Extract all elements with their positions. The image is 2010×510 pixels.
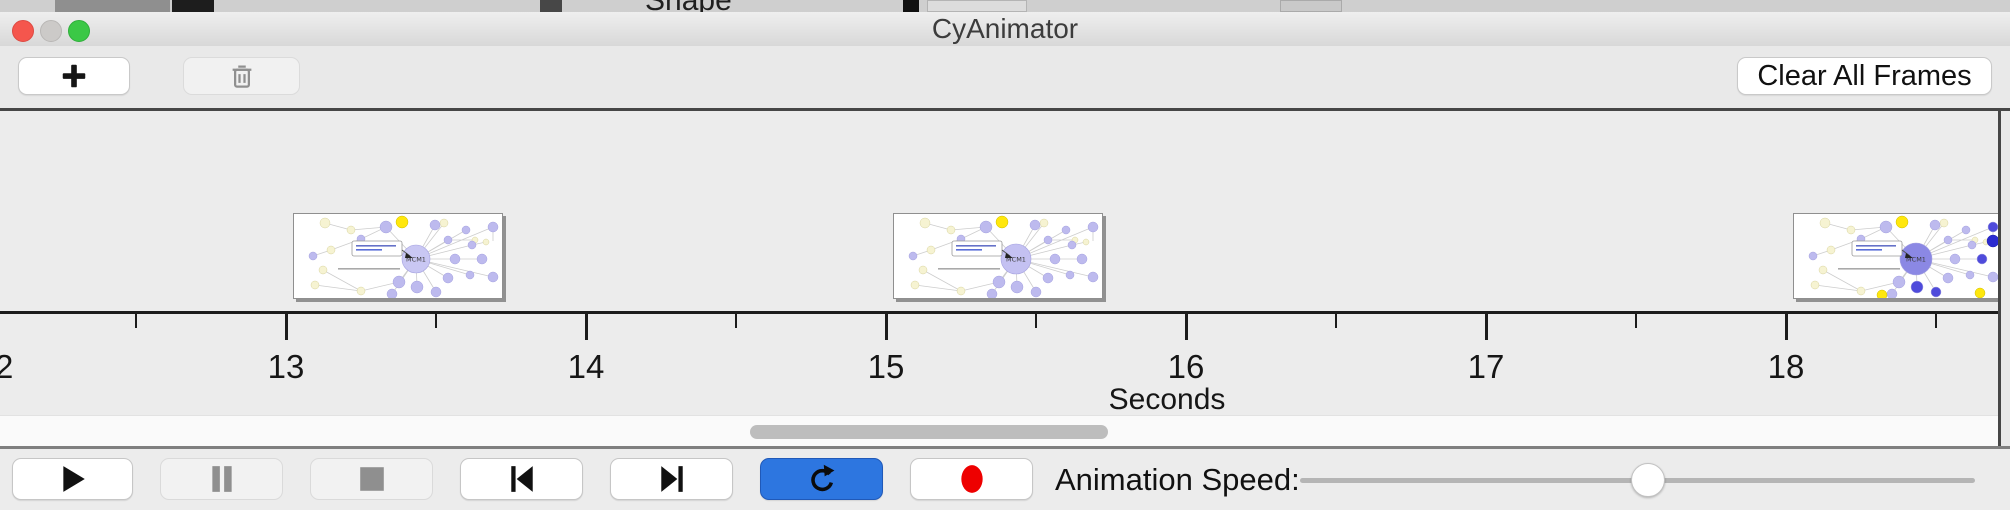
background-fragment [172,0,214,12]
annotation-text-line [1838,268,1900,270]
network-nodes [1808,215,1998,298]
ruler-tick-label: 13 [267,348,305,385]
skip-to-start-icon [510,466,533,492]
ruler-tick-label: 15 [867,348,905,385]
ruler-tick [1335,314,1337,328]
central-network-node [401,244,431,274]
stop-button[interactable] [310,458,433,500]
close-button[interactable] [12,20,34,42]
plus-icon [62,64,86,88]
annotation-text-line [338,268,400,270]
timeline-frame-thumbnail[interactable]: MCM1 [293,213,503,299]
ruler-tick [585,314,588,340]
ruler-tick-label: 12 [0,348,13,386]
ruler-tick [135,314,137,328]
animation-speed-label: Animation Speed: [1055,462,1300,497]
skip-to-end-icon [660,466,683,492]
background-app-sliver: Shape [0,0,2010,12]
zoom-button[interactable] [68,20,90,42]
speed-slider-thumb[interactable] [1630,463,1665,497]
loop-icon [810,464,834,492]
ruler-tick [885,314,888,340]
ruler-tick [1185,314,1188,340]
play-button[interactable] [12,458,133,500]
pause-icon [211,466,232,492]
separator-line [0,446,2010,449]
play-icon [62,466,85,492]
skip-to-end-button[interactable] [610,458,733,500]
background-clipped-text: Shape [645,0,732,12]
tooltip-callout [351,240,413,258]
trash-icon [232,65,251,88]
tooltip-callout [951,240,1013,258]
annotation-text-line [938,268,1000,270]
central-node-label: MCM1 [406,256,426,264]
ruler-tick-label: 17 [1467,348,1505,385]
central-node-label: MCM1 [1906,256,1926,264]
axis-label: Seconds [1108,383,1226,416]
ruler-tick [1785,314,1788,340]
ruler-tick [1935,314,1937,328]
ruler-tick [735,314,737,328]
background-fragment [1280,0,1342,12]
ruler-tick [435,314,437,328]
ruler-tick-label: 18 [1767,348,1805,385]
central-node-label: MCM1 [1006,256,1026,264]
background-fragment [927,0,1027,12]
background-fragment [903,0,919,12]
network-nodes [908,215,1099,298]
panel-border-top [0,108,2010,111]
minimize-button[interactable] [40,20,62,42]
playback-controls: Animation Speed: [0,449,2010,510]
title-bar: CyAnimator [0,12,2010,47]
pause-button[interactable] [160,458,283,500]
timeline-ruler [0,311,1998,314]
ruler-tick [285,314,288,340]
record-icon [960,465,983,493]
ruler-tick [1035,314,1037,328]
background-fragment [540,0,562,12]
timeline-frame-thumbnail[interactable]: MCM1 [1793,213,1998,299]
toolbar: Clear All Frames [0,46,2010,108]
ruler-tick-label: 14 [567,348,605,385]
network-nodes [308,215,499,298]
tooltip-callout [1851,240,1913,258]
loop-button[interactable] [760,458,883,500]
record-button[interactable] [910,458,1033,500]
central-network-node [1899,242,1933,276]
ruler-tick-label: 16 [1167,348,1205,385]
clear-all-frames-button[interactable]: Clear All Frames [1737,57,1992,95]
ruler-tick [1485,314,1488,340]
skip-to-start-button[interactable] [460,458,583,500]
stop-icon [359,467,384,491]
timeline-frame-thumbnail[interactable]: MCM1 [893,213,1103,299]
add-frame-button[interactable] [18,57,130,95]
timeline-panel[interactable]: MCM1 [0,111,2001,446]
delete-frame-button[interactable] [183,57,300,95]
central-network-node [1000,243,1032,275]
ruler-tick [1635,314,1637,328]
timeline-scrollbar-track[interactable] [0,415,1998,446]
window-title: CyAnimator [931,13,1079,44]
timeline-scrollbar-thumb[interactable] [750,425,1108,439]
background-fragment [55,0,170,12]
